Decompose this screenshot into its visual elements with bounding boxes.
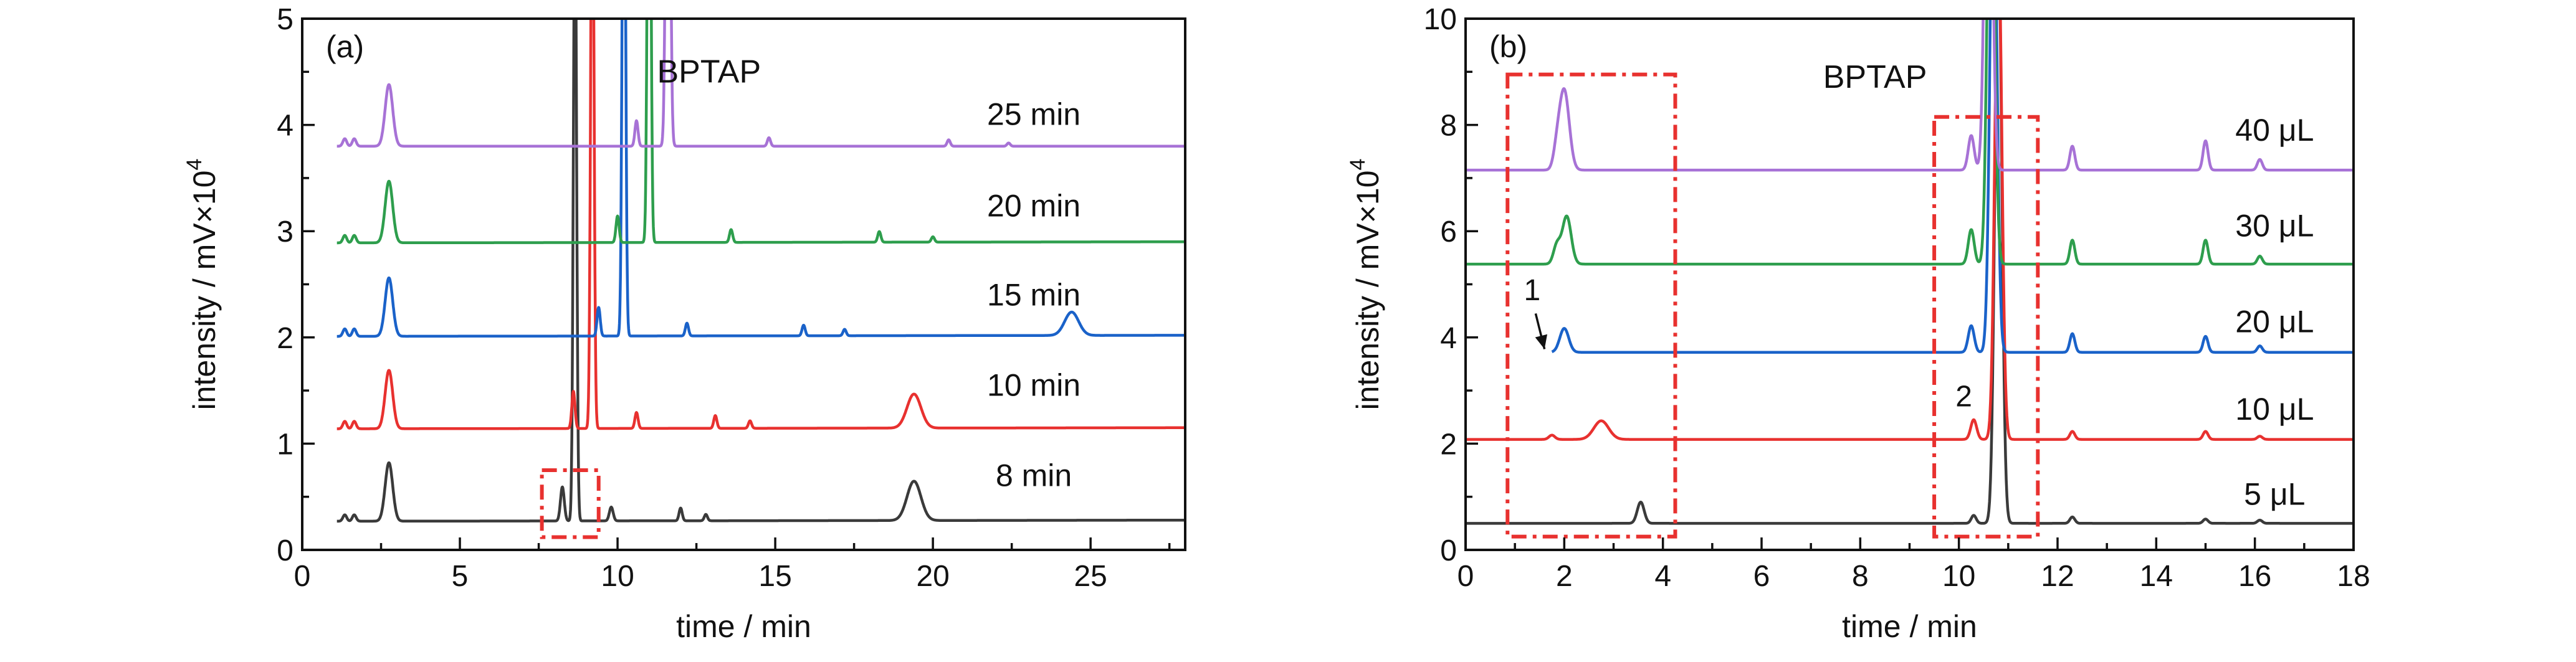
y-tick-label: 8 bbox=[1440, 110, 1457, 143]
y-tick-label: 0 bbox=[1440, 534, 1457, 567]
traces bbox=[335, 19, 1185, 523]
compound-label: BPTAP bbox=[1823, 59, 1927, 95]
y-tick-label: 10 bbox=[1424, 3, 1457, 36]
x-tick-label: 25 bbox=[1074, 560, 1107, 593]
trace-label: 8 min bbox=[996, 458, 1072, 493]
trace-30-ul bbox=[1466, 19, 2354, 266]
y-tick-label: 4 bbox=[277, 110, 293, 143]
traces bbox=[1466, 19, 2354, 525]
x-tick-label: 20 bbox=[916, 560, 949, 593]
panel-label: (b) bbox=[1489, 29, 1527, 64]
x-tick-label: 15 bbox=[758, 560, 791, 593]
y-tick-label: 3 bbox=[277, 215, 293, 248]
x-tick-label: 18 bbox=[2337, 560, 2370, 593]
peak-label: 2 bbox=[1955, 381, 1972, 414]
trace-label: 15 min bbox=[987, 278, 1080, 313]
compound-label: BPTAP bbox=[657, 54, 761, 90]
trace-label: 20 min bbox=[987, 188, 1080, 223]
x-tick-label: 0 bbox=[1457, 560, 1474, 593]
x-tick-label: 12 bbox=[2041, 560, 2074, 593]
trace-label: 10 μL bbox=[2235, 392, 2314, 427]
x-tick-label: 2 bbox=[1556, 560, 1573, 593]
dashed-highlight-box bbox=[1505, 72, 1677, 539]
trace-8-min bbox=[335, 19, 1185, 523]
trace-label: 30 μL bbox=[2235, 209, 2314, 244]
panel-label: (a) bbox=[326, 29, 364, 64]
y-tick-label: 5 bbox=[277, 3, 293, 36]
trace-label: 40 μL bbox=[2235, 113, 2314, 148]
x-tick-label: 10 bbox=[1942, 560, 1975, 593]
trace-25-min bbox=[335, 19, 1185, 148]
y-tick-label: 1 bbox=[277, 428, 293, 461]
trace-10-ul bbox=[1466, 19, 2354, 441]
x-tick-label: 4 bbox=[1654, 560, 1671, 593]
y-tick-label: 2 bbox=[1440, 428, 1457, 461]
x-tick-label: 8 bbox=[1852, 560, 1869, 593]
dashed-highlight-box bbox=[1932, 115, 2040, 539]
x-axis-title: time / min bbox=[676, 609, 811, 644]
trace-label: 10 min bbox=[987, 368, 1080, 403]
y-tick-label: 2 bbox=[277, 322, 293, 355]
x-tick-label: 0 bbox=[294, 560, 311, 593]
x-tick-label: 6 bbox=[1753, 560, 1770, 593]
trace-label: 25 min bbox=[987, 97, 1080, 132]
x-tick-label: 10 bbox=[601, 560, 634, 593]
y-axis-title: intensity / mV×104 bbox=[183, 159, 222, 410]
trace-20-ul bbox=[1550, 19, 2354, 354]
x-axis-title: time / min bbox=[1842, 609, 1977, 644]
trace-10-min bbox=[335, 19, 1185, 430]
trace-label: 5 μL bbox=[2244, 476, 2305, 511]
y-tick-label: 0 bbox=[277, 534, 293, 567]
plot-frame bbox=[1464, 17, 2355, 551]
trace-5-ul bbox=[1466, 19, 2354, 525]
trace-20-min bbox=[335, 19, 1185, 245]
trace-15-min bbox=[335, 19, 1185, 338]
x-tick-label: 16 bbox=[2238, 560, 2271, 593]
panel-a: 0 5 10 15 20 25 0 1 2 3 4 5 time / min intensity / mV… bbox=[183, 3, 1186, 644]
y-tick-label: 4 bbox=[1440, 322, 1457, 355]
peak-arrow-head bbox=[1535, 334, 1548, 349]
x-tick-label: 14 bbox=[2140, 560, 2173, 593]
x-tick-label: 5 bbox=[452, 560, 469, 593]
trace-label: 20 μL bbox=[2235, 304, 2314, 339]
peak-label: 1 bbox=[1524, 274, 1541, 307]
y-tick-label: 6 bbox=[1440, 215, 1457, 248]
trace-40-ul bbox=[1466, 19, 2354, 172]
y-axis-title: intensity / mV×104 bbox=[1346, 159, 1385, 410]
